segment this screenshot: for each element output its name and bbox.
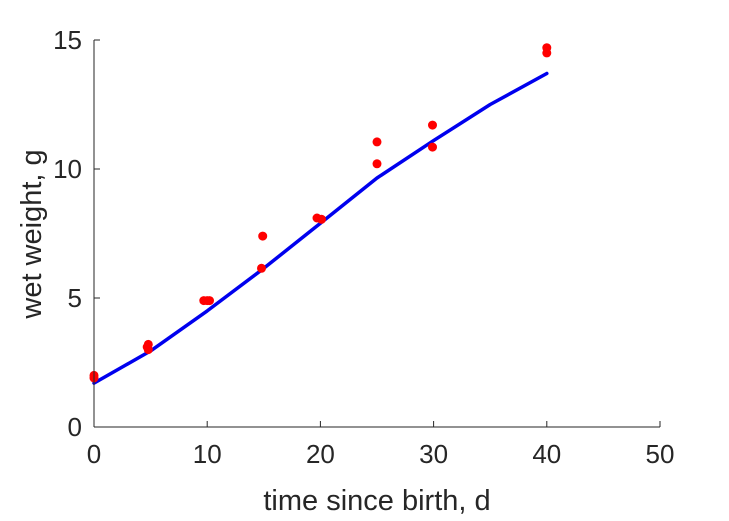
data-point [202,296,212,306]
y-ticks: 0 5 10 15 [53,25,100,442]
data-point [542,43,552,53]
plot-area [89,43,552,385]
data-point [372,159,382,169]
fit-line [92,71,549,385]
y-axis-title: wet weight, g [16,149,48,319]
data-point [317,214,326,224]
x-tick-label: 20 [306,439,335,469]
x-tick-label: 0 [87,439,101,469]
y-tick-label: 15 [53,25,82,55]
x-axis-title: time since birth, d [263,485,490,517]
x-tick-label: 50 [646,439,675,469]
data-point [258,231,268,241]
y-tick-label: 5 [68,283,82,313]
x-tick-label: 40 [532,439,561,469]
x-tick-label: 30 [419,439,448,469]
data-point [428,120,437,130]
x-tick-label: 10 [193,439,222,469]
data-point [428,142,437,152]
data-point [143,345,153,355]
data-point [372,137,382,147]
y-tick-label: 10 [53,154,82,184]
data-point [257,263,266,273]
y-tick-label: 0 [68,412,82,442]
x-ticks: 0 10 20 30 40 50 [87,421,675,469]
